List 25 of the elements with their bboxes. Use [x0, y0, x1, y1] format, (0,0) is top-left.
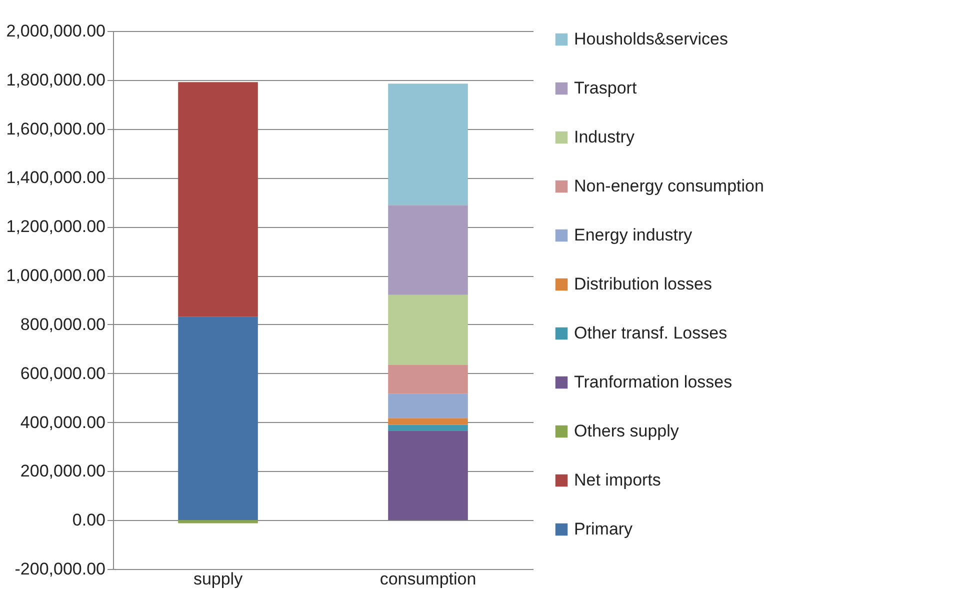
legend-label: Primary: [574, 520, 634, 538]
y-tick-label: 2,000,000.00: [6, 22, 106, 40]
legend-label: Others supply: [574, 422, 680, 440]
legend-label: Tranformation losses: [574, 372, 732, 392]
y-tick-label: -200,000.00: [14, 560, 106, 578]
y-tick-label: 1,000,000.00: [6, 266, 106, 286]
y-tick-label: 1,800,000.00: [6, 70, 106, 90]
y-tick-label: 800,000.00: [20, 314, 106, 334]
legend-label: Net imports: [574, 470, 661, 490]
legend-label: Non-energy consumption: [574, 176, 764, 196]
legend-label: Energy industry: [574, 226, 693, 244]
x-tick-label: consumption: [380, 570, 476, 588]
legend-label: Industry: [574, 128, 635, 146]
legend-label: Distribution losses: [574, 274, 712, 294]
y-tick-label: 400,000.00: [20, 412, 106, 432]
legend-label: Trasport: [574, 78, 637, 98]
x-tick-label: supply: [193, 570, 244, 588]
y-tick-label: 600,000.00: [20, 364, 106, 383]
legend-label: Other transf. Losses: [574, 324, 728, 342]
y-tick-label: 1,600,000.00: [6, 119, 106, 138]
legend-label: Housholds&services: [574, 30, 728, 48]
y-tick-label: 0.00: [72, 510, 106, 530]
y-tick-label: 200,000.00: [20, 462, 106, 481]
y-tick-label: 1,200,000.00: [6, 217, 106, 236]
y-tick-label: 1,400,000.00: [6, 168, 106, 188]
